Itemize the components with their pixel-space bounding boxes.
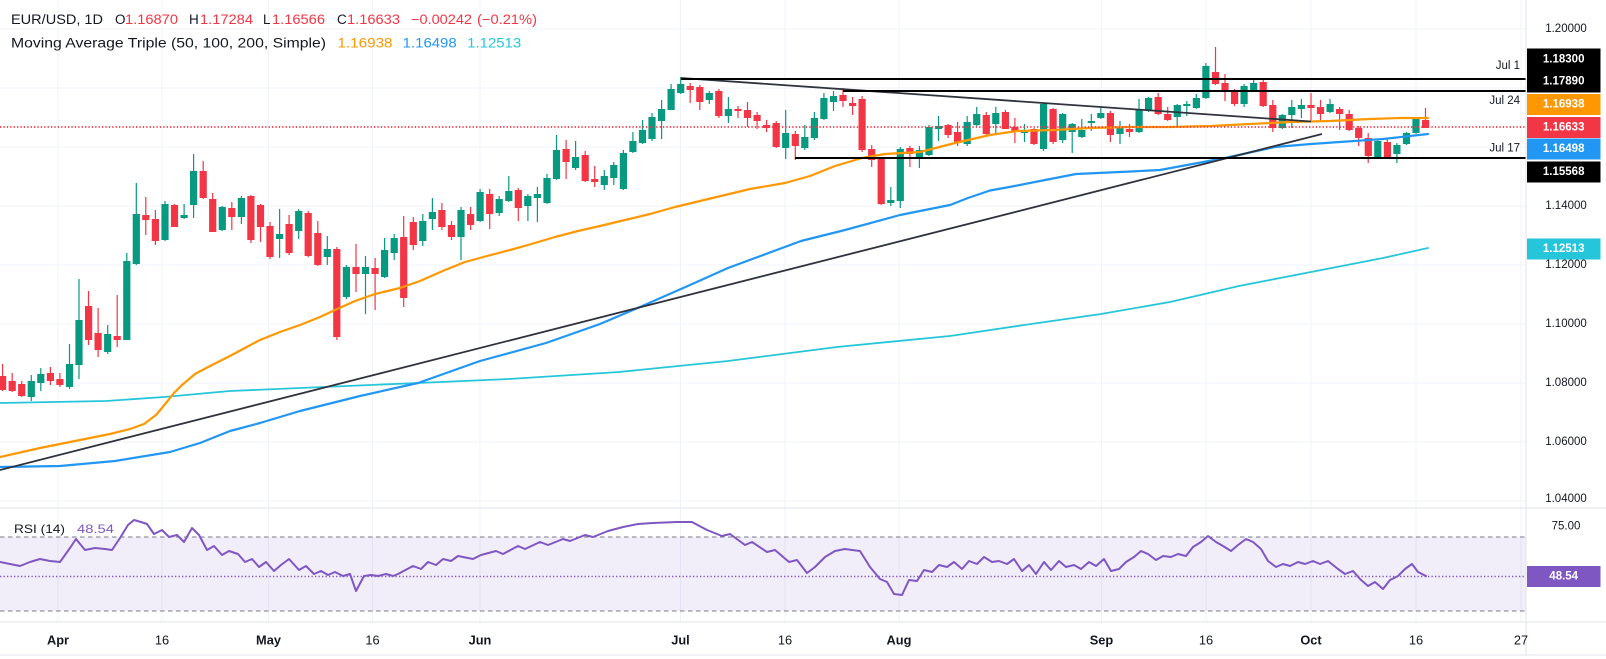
svg-text:1.16938: 1.16938 xyxy=(338,36,393,51)
svg-text:May: May xyxy=(256,633,282,648)
svg-text:48.54: 48.54 xyxy=(77,522,114,536)
svg-text:16: 16 xyxy=(365,633,379,648)
svg-text:Jul 1: Jul 1 xyxy=(1496,60,1520,72)
svg-text:Jul: Jul xyxy=(671,633,690,648)
svg-text:1.16870: 1.16870 xyxy=(125,12,178,27)
svg-text:−0.00242: −0.00242 xyxy=(411,12,472,27)
svg-text:16: 16 xyxy=(1199,633,1213,648)
svg-text:EUR/USD, 1D: EUR/USD, 1D xyxy=(11,12,103,27)
svg-text:16: 16 xyxy=(1409,633,1423,648)
svg-text:H: H xyxy=(189,12,199,27)
svg-text:(−0.21%): (−0.21%) xyxy=(477,12,537,27)
svg-text:1.15568: 1.15568 xyxy=(1543,166,1585,178)
svg-text:1.18300: 1.18300 xyxy=(1543,54,1585,66)
svg-text:Apr: Apr xyxy=(47,633,69,648)
svg-text:L: L xyxy=(263,12,271,27)
svg-text:Moving Average Triple (50, 100: Moving Average Triple (50, 100, 200, Sim… xyxy=(11,36,326,51)
svg-text:48.54: 48.54 xyxy=(1549,571,1578,583)
svg-text:1.16498: 1.16498 xyxy=(403,36,457,51)
svg-text:1.16938: 1.16938 xyxy=(1543,99,1585,111)
svg-text:1.20000: 1.20000 xyxy=(1545,23,1587,35)
svg-text:16: 16 xyxy=(778,633,792,648)
svg-text:1.12000: 1.12000 xyxy=(1545,259,1587,271)
svg-text:C: C xyxy=(337,12,347,27)
svg-text:1.04000: 1.04000 xyxy=(1545,493,1587,505)
svg-text:75.00: 75.00 xyxy=(1552,521,1581,533)
svg-text:1.12513: 1.12513 xyxy=(1543,243,1585,255)
svg-text:1.06000: 1.06000 xyxy=(1545,436,1587,448)
svg-text:1.10000: 1.10000 xyxy=(1545,318,1587,330)
svg-text:Sep: Sep xyxy=(1090,633,1114,648)
svg-text:27: 27 xyxy=(1514,633,1528,648)
svg-text:1.12513: 1.12513 xyxy=(467,36,521,51)
svg-text:Jun: Jun xyxy=(469,633,492,648)
svg-text:O: O xyxy=(115,12,126,27)
svg-text:Aug: Aug xyxy=(887,633,912,648)
svg-text:1.16633: 1.16633 xyxy=(1543,122,1585,134)
svg-text:1.16498: 1.16498 xyxy=(1543,143,1585,155)
svg-text:16: 16 xyxy=(155,633,169,648)
svg-text:Jul 17: Jul 17 xyxy=(1489,143,1520,155)
svg-text:1.16566: 1.16566 xyxy=(272,12,325,27)
svg-text:1.16633: 1.16633 xyxy=(347,12,400,27)
svg-text:RSI (14): RSI (14) xyxy=(14,522,65,536)
svg-text:1.08000: 1.08000 xyxy=(1545,377,1587,389)
svg-text:1.14000: 1.14000 xyxy=(1545,200,1587,212)
svg-text:Oct: Oct xyxy=(1300,633,1322,648)
svg-text:1.17284: 1.17284 xyxy=(200,12,254,27)
svg-text:1.17890: 1.17890 xyxy=(1543,76,1585,88)
svg-text:Jul 24: Jul 24 xyxy=(1489,95,1520,107)
